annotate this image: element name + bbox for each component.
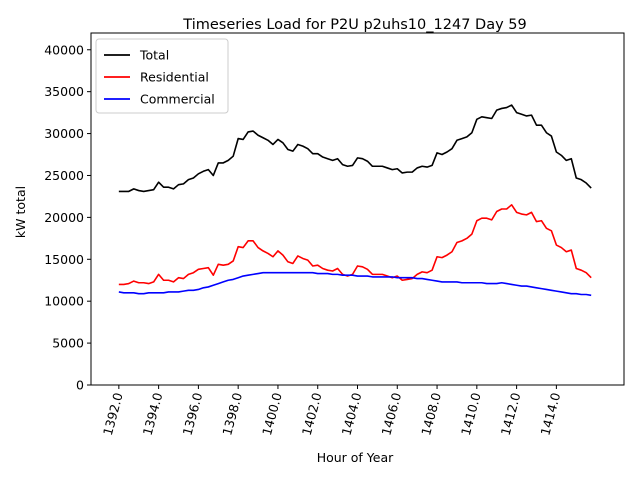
legend-label-commercial: Commercial — [140, 92, 215, 107]
chart-title: Timeseries Load for P2U p2uhs10_1247 Day… — [182, 17, 526, 33]
x-tick-label: 1414.0 — [537, 391, 563, 437]
y-tick-label: 20000 — [44, 210, 84, 225]
x-tick-label: 1392.0 — [100, 391, 126, 437]
x-axis: 1392.0 1394.0 1396.0 1398.0 1400.0 1402.0 1404… — [100, 385, 563, 437]
series-lines — [118, 104, 592, 297]
x-tick-label: 1398.0 — [219, 391, 245, 437]
x-tick-label: 1396.0 — [179, 391, 205, 437]
y-tick-label: 0 — [76, 378, 84, 393]
legend: Total Residential Commercial — [95, 38, 229, 114]
x-tick-label: 1406.0 — [378, 391, 404, 437]
y-tick-label: 15000 — [44, 252, 84, 267]
x-tick-label: 1404.0 — [339, 391, 365, 437]
y-tick-label: 10000 — [44, 294, 84, 309]
y-tick-label: 40000 — [44, 42, 84, 57]
y-tick-label: 25000 — [44, 168, 84, 183]
legend-label-residential: Residential — [140, 70, 209, 85]
x-tick-label: 1408.0 — [418, 391, 444, 437]
x-tick-label: 1400.0 — [259, 391, 285, 437]
x-axis-label: Hour of Year — [317, 450, 394, 465]
legend-label-total: Total — [139, 48, 169, 63]
x-tick-label: 1412.0 — [498, 391, 524, 437]
y-tick-label: 30000 — [44, 126, 84, 141]
y-tick-label: 35000 — [44, 84, 84, 99]
series-line-total — [118, 104, 592, 193]
y-tick-label: 5000 — [52, 336, 84, 351]
x-tick-label: 1394.0 — [140, 391, 166, 437]
legend-box — [95, 38, 229, 114]
x-tick-label: 1402.0 — [299, 391, 325, 437]
x-tick-label: 1410.0 — [458, 391, 484, 437]
series-line-commercial — [118, 271, 592, 297]
series-line-residential — [118, 204, 592, 286]
y-axis-label: kW total — [13, 186, 28, 238]
y-axis: 0 5000 10000 15000 20000 25000 30000 35000 40000 — [44, 42, 91, 393]
